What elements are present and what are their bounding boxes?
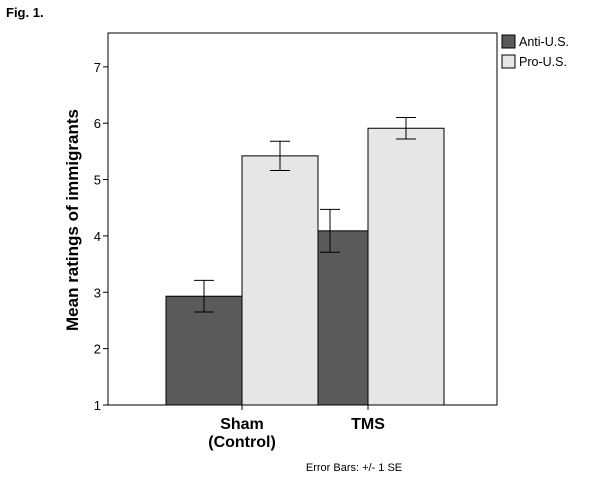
legend-label: Anti-U.S. xyxy=(519,35,569,49)
y-axis-label: Mean ratings of immigrants xyxy=(63,109,82,331)
x-axis: Sham (Control) TMS xyxy=(208,405,385,451)
x-tick-label: TMS xyxy=(351,416,385,433)
y-tick-label: 4 xyxy=(94,229,101,244)
legend-label: Pro-U.S. xyxy=(519,55,567,69)
bar-series-group xyxy=(165,127,445,406)
y-tick-label: 7 xyxy=(94,60,101,75)
bar-anti-us-0 xyxy=(165,295,243,406)
legend-swatch xyxy=(501,34,516,49)
error-bar-note: Error Bars: +/- 1 SE xyxy=(306,462,402,474)
bar-pro-us-1 xyxy=(367,127,445,406)
figure-label: Fig. 1. xyxy=(6,5,44,20)
bar-pro-us-0 xyxy=(241,155,319,406)
y-axis: 1 2 3 4 5 6 7 xyxy=(94,60,108,413)
y-tick-label: 2 xyxy=(94,342,101,357)
y-tick-label: 5 xyxy=(94,173,101,188)
y-tick-label: 1 xyxy=(94,398,101,413)
x-tick-label: Sham (Control) xyxy=(208,416,276,451)
y-tick-label: 6 xyxy=(94,116,101,131)
y-tick-label: 3 xyxy=(94,285,101,300)
legend-swatch xyxy=(501,54,516,69)
legend: Anti-U.S. Pro-U.S. xyxy=(501,34,569,69)
error-bar-group xyxy=(194,117,416,313)
